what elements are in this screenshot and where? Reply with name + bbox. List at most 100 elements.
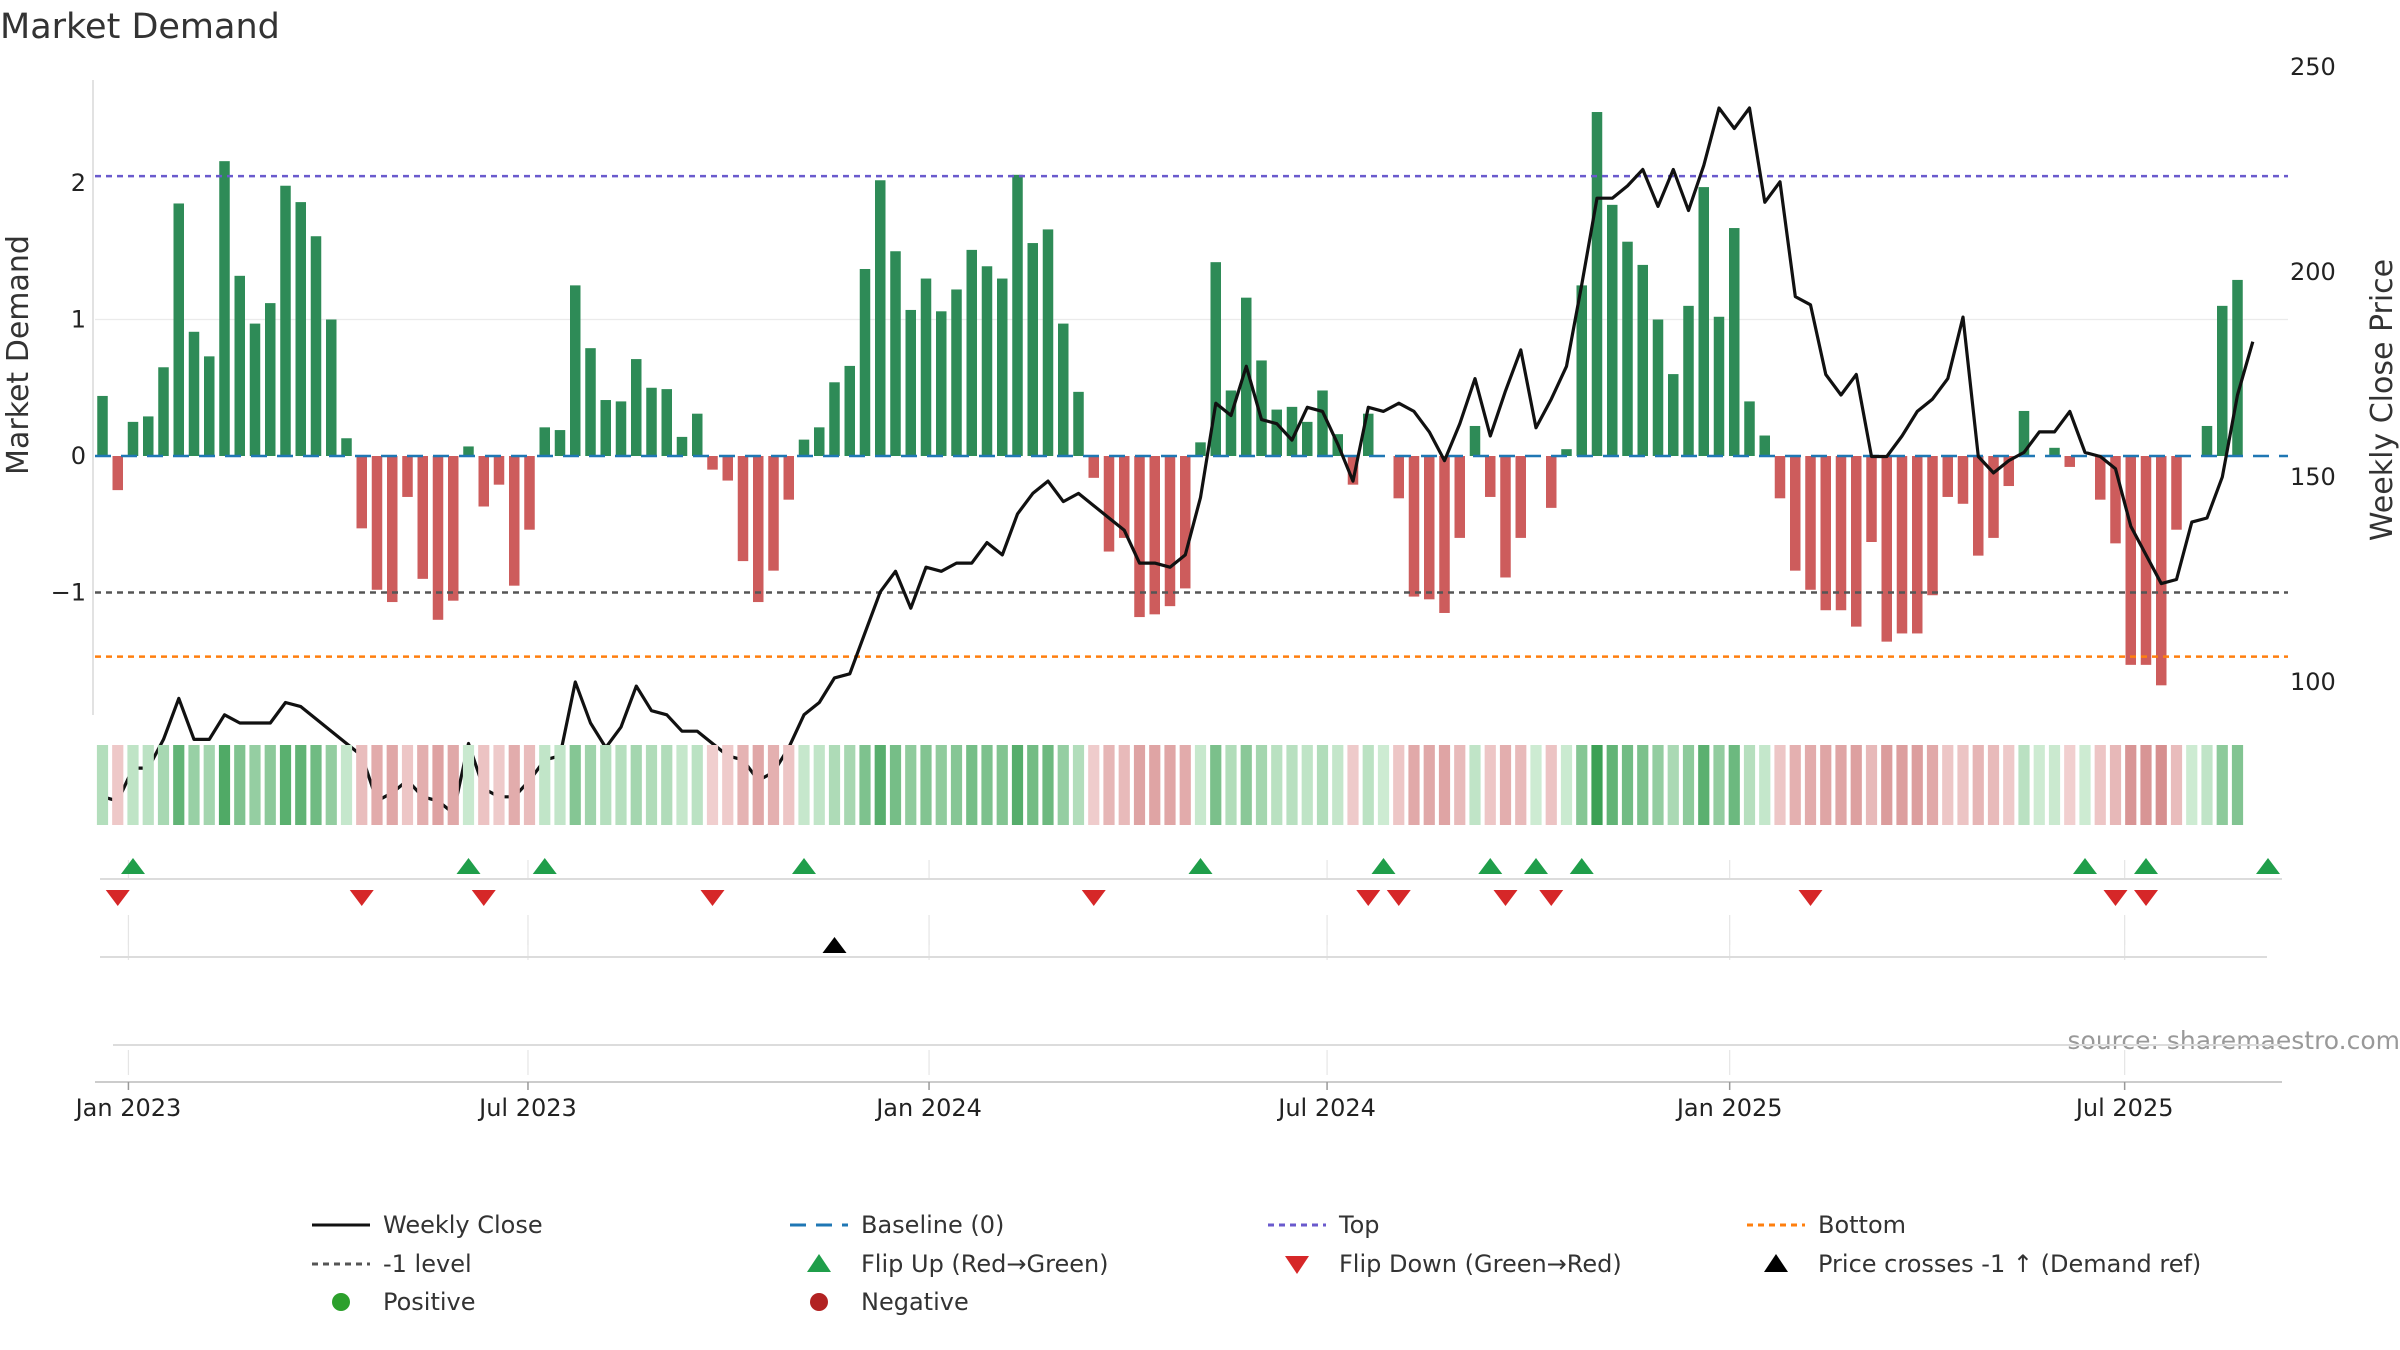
legend-label: Weekly Close [383,1211,543,1239]
negative-bar [1881,456,1892,642]
heat-cell [2094,745,2106,825]
heat-cell [1133,745,1146,825]
heat-cell [1621,745,1634,825]
heat-cell [1423,745,1435,825]
flip-up-marker [121,858,145,874]
heat-cell [1499,745,1512,825]
heat-cell [2186,745,2198,825]
positive-bar [1591,112,1603,457]
flip-up-marker [1371,858,1396,874]
flip-up-marker [1569,858,1594,874]
negative-bar [1500,456,1511,578]
negative-bar [112,456,123,491]
heat-cell [1560,745,1573,825]
negative-bar [1515,456,1526,538]
heat-cell [1789,745,1801,825]
heat-cell [1606,745,1618,825]
source-text: source: sharemaestro.com [2068,1026,2400,1055]
negative-bar [2140,456,2152,665]
heat-cell [935,745,947,825]
positive-bar [692,413,703,456]
heat-cell [493,745,505,825]
positive-bar [1027,243,1038,456]
negative-bar [737,456,749,562]
negative-bar [1988,456,1999,538]
heat-cell [1027,745,1039,825]
x-tick-label: Jul 2025 [2074,1094,2174,1122]
positive-bar [1058,323,1069,456]
negative-bar [1454,456,1465,538]
positive-bar [234,275,245,456]
heat-cell [203,745,215,825]
heat-cell [950,745,963,825]
positive-bar [1652,319,1664,456]
heat-cell [1957,745,1969,825]
negative-bar [402,456,413,497]
flip-down-marker [1493,890,1518,906]
heat-cell [478,745,490,825]
heat-cell [1164,745,1176,825]
weekly-close-line [102,106,2255,815]
flip-up-marker [792,858,816,874]
x-tick-label: Jan 2024 [874,1094,982,1122]
positive-bar [1225,390,1237,456]
heat-cell [600,745,612,825]
legend-label: Top [1338,1211,1380,1239]
heat-cell [1926,745,1939,825]
negative-bar [1774,456,1786,499]
heat-cell [2216,745,2228,825]
heat-cell [1362,745,1374,825]
flip-down-marker [349,890,374,906]
heat-cell [1881,745,1893,825]
heat-cell [371,745,383,825]
positive-bar [570,285,581,456]
heat-cell [1743,745,1756,825]
positive-bar [280,185,291,457]
heat-cell [462,745,475,825]
negative-bar [1805,456,1816,590]
x-tick-label: Jan 2023 [74,1094,182,1122]
heat-cell [1530,745,1542,825]
positive-bar [1363,413,1374,456]
positive-bar [1744,401,1755,456]
heat-cell [1759,745,1771,825]
positive-bar [585,348,596,456]
heat-cell [523,745,536,825]
positive-bar [875,180,886,456]
heat-cell [889,745,902,825]
positive-bar [341,438,352,456]
positive-bar [2049,447,2060,456]
flip-down-marker [2103,890,2128,906]
heat-cell [2109,745,2122,825]
heat-cell [1774,745,1786,825]
y2-tick-label: 200 [2290,258,2336,286]
heat-cell [1698,745,1710,825]
positive-bar [265,303,276,456]
heat-cell [874,745,886,825]
negative-bar [1820,456,1831,611]
heat-cell [142,745,154,825]
heat-cell [1255,745,1268,825]
negative-bar [1835,456,1847,611]
legend-label: Baseline (0) [861,1211,1004,1239]
heat-cell [2125,745,2137,825]
positive-bar [204,356,215,456]
negative-bar [1424,456,1435,600]
negative-bar [2125,456,2136,665]
positive-bar [859,268,871,456]
positive-bar [173,203,184,456]
negative-bar [1896,456,1908,634]
positive-bar [127,421,139,456]
heat-cell [615,745,627,825]
y-tick-label: 1 [71,306,86,334]
heat-cell [1393,745,1405,825]
legend-swatch [1764,1254,1788,1272]
positive-bar [646,387,657,456]
positive-bar [1286,406,1298,456]
negative-bar [1866,456,1877,542]
flip-up-marker [2073,858,2097,874]
heat-cell [1042,745,1054,825]
heat-cell [1179,745,1191,825]
heat-cell [386,745,398,825]
legend-swatch [810,1293,828,1311]
